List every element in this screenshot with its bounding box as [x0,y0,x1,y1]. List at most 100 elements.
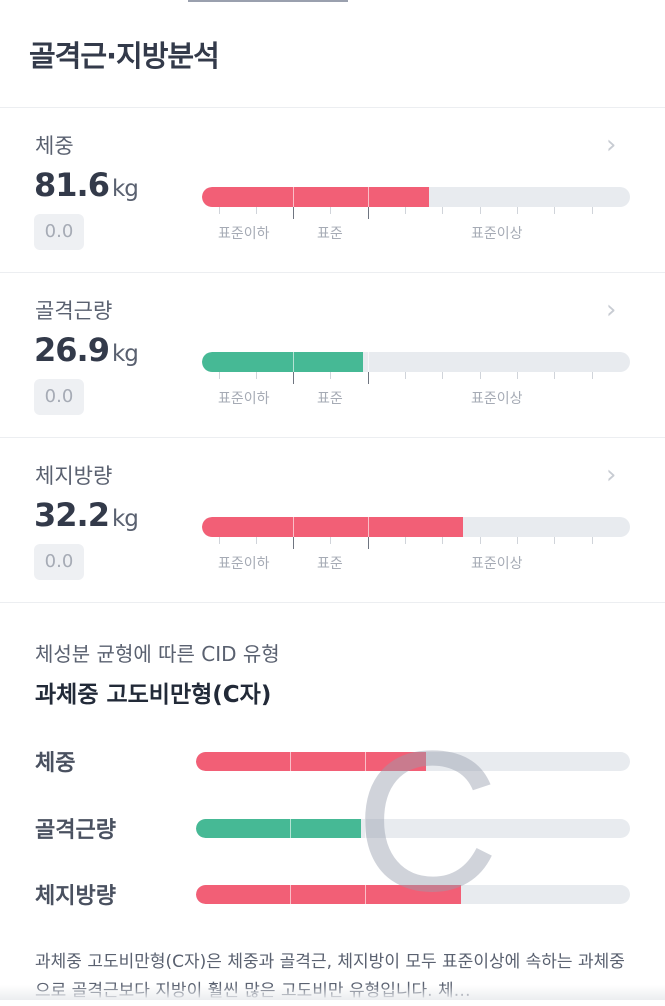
metric-bar-fill [202,187,429,207]
cid-bar-fill [196,819,361,838]
cid-bar [196,885,630,904]
top-indicator [188,0,348,2]
cid-type-title: 과체중 고도비만형(C자) [35,682,272,708]
scale-tick [517,537,518,544]
scale-label-normal: 표준 [317,556,343,572]
cid-bar-fill [196,885,461,904]
chevron-right-icon[interactable]: › [606,460,617,490]
bar-divider [365,752,366,771]
scale-tick [368,372,369,384]
scale-tick [293,537,294,549]
cid-bar-fill [196,752,427,771]
scale-label-below: 표준이하 [218,556,270,572]
scale-tick [517,372,518,379]
bar-divider [368,352,369,372]
bar-divider [368,517,369,537]
scale-tick [554,372,555,379]
cid-row: 체지방량 [0,878,665,909]
scale-tick [517,207,518,214]
metric-delta-badge: 0.0 [34,544,84,580]
scale-tick [405,372,406,379]
scale-tick [368,537,369,549]
cid-row-label: 체중 [35,751,76,776]
cid-bar [196,752,630,771]
metric-unit: kg [111,341,139,367]
cid-row-label: 골격근량 [35,818,116,843]
metric-bar-fill [202,352,363,372]
cid-letter-watermark: C [355,710,500,933]
metric-bar [202,517,630,537]
metric-value: 32.2 kg [34,496,139,534]
scale-label-above: 표준이상 [471,556,523,572]
scale-label-above: 표준이상 [471,226,523,242]
scale-tick [330,207,331,214]
scale-tick [480,372,481,379]
bar-divider [290,885,291,904]
scale-tick [219,207,220,214]
metric-label: 체지방량 [35,464,113,488]
metric-bar-fill [202,517,464,537]
scale-tick [442,537,443,544]
scale-tick [592,372,593,379]
scale-label-below: 표준이하 [218,226,270,242]
scale-tick [256,372,257,379]
bar-divider [293,187,294,207]
cid-bar [196,819,630,838]
chevron-right-icon[interactable]: › [606,130,617,160]
cid-row: 골격근량 [0,812,665,843]
scale-tick [480,207,481,214]
bottom-fade [0,985,665,1000]
cid-row-label: 체지방량 [35,884,116,909]
scale-tick [219,372,220,379]
metric-card[interactable]: 골격근량 › 26.9 kg 0.0 표준이하 표준 표준이상 [0,273,665,438]
metric-delta-badge: 0.0 [34,379,84,415]
scale-tick [592,537,593,544]
metric-number: 32.2 [34,496,110,534]
scale-tick [442,372,443,379]
metric-card[interactable]: 체중 › 81.6 kg 0.0 표준이하 표준 표준이상 [0,108,665,273]
scale-tick [330,537,331,544]
scale-tick [480,537,481,544]
metric-number: 81.6 [34,166,110,204]
bar-divider [293,517,294,537]
bar-divider [290,819,291,838]
scale-tick [256,207,257,214]
page-header: 골격근·지방분석 [0,0,665,108]
page-title: 골격근·지방분석 [29,39,220,73]
metric-bar [202,187,630,207]
scale-label-normal: 표준 [317,226,343,242]
scale-tick [293,207,294,219]
cid-subtitle: 체성분 균형에 따른 CID 유형 [35,642,280,666]
scale-tick [554,207,555,214]
scale-tick [592,207,593,214]
bar-divider [365,819,366,838]
metric-unit: kg [111,176,139,202]
metric-value: 81.6 kg [34,166,139,204]
scale-label-normal: 표준 [317,391,343,407]
scale-tick [219,537,220,544]
metric-card[interactable]: 체지방량 › 32.2 kg 0.0 표준이하 표준 표준이상 [0,438,665,603]
scale-tick [405,537,406,544]
scale-tick [442,207,443,214]
scale-tick [554,537,555,544]
scale-tick [293,372,294,384]
chevron-right-icon[interactable]: › [606,295,617,325]
cid-section: 체성분 균형에 따른 CID 유형 과체중 고도비만형(C자) [0,603,665,709]
metric-delta-badge: 0.0 [34,214,84,250]
scale-tick [368,207,369,219]
cid-row: 체중 [0,745,665,776]
metric-bar [202,352,630,372]
scale-tick [405,207,406,214]
scale-label-above: 표준이상 [471,391,523,407]
metric-value: 26.9 kg [34,331,139,369]
scale-tick [256,537,257,544]
bar-divider [365,885,366,904]
scale-label-below: 표준이하 [218,391,270,407]
metric-unit: kg [111,506,139,532]
bar-divider [290,752,291,771]
scale-tick [330,372,331,379]
bar-divider [368,187,369,207]
bar-divider [293,352,294,372]
metric-number: 26.9 [34,331,110,369]
metric-label: 골격근량 [35,299,113,323]
